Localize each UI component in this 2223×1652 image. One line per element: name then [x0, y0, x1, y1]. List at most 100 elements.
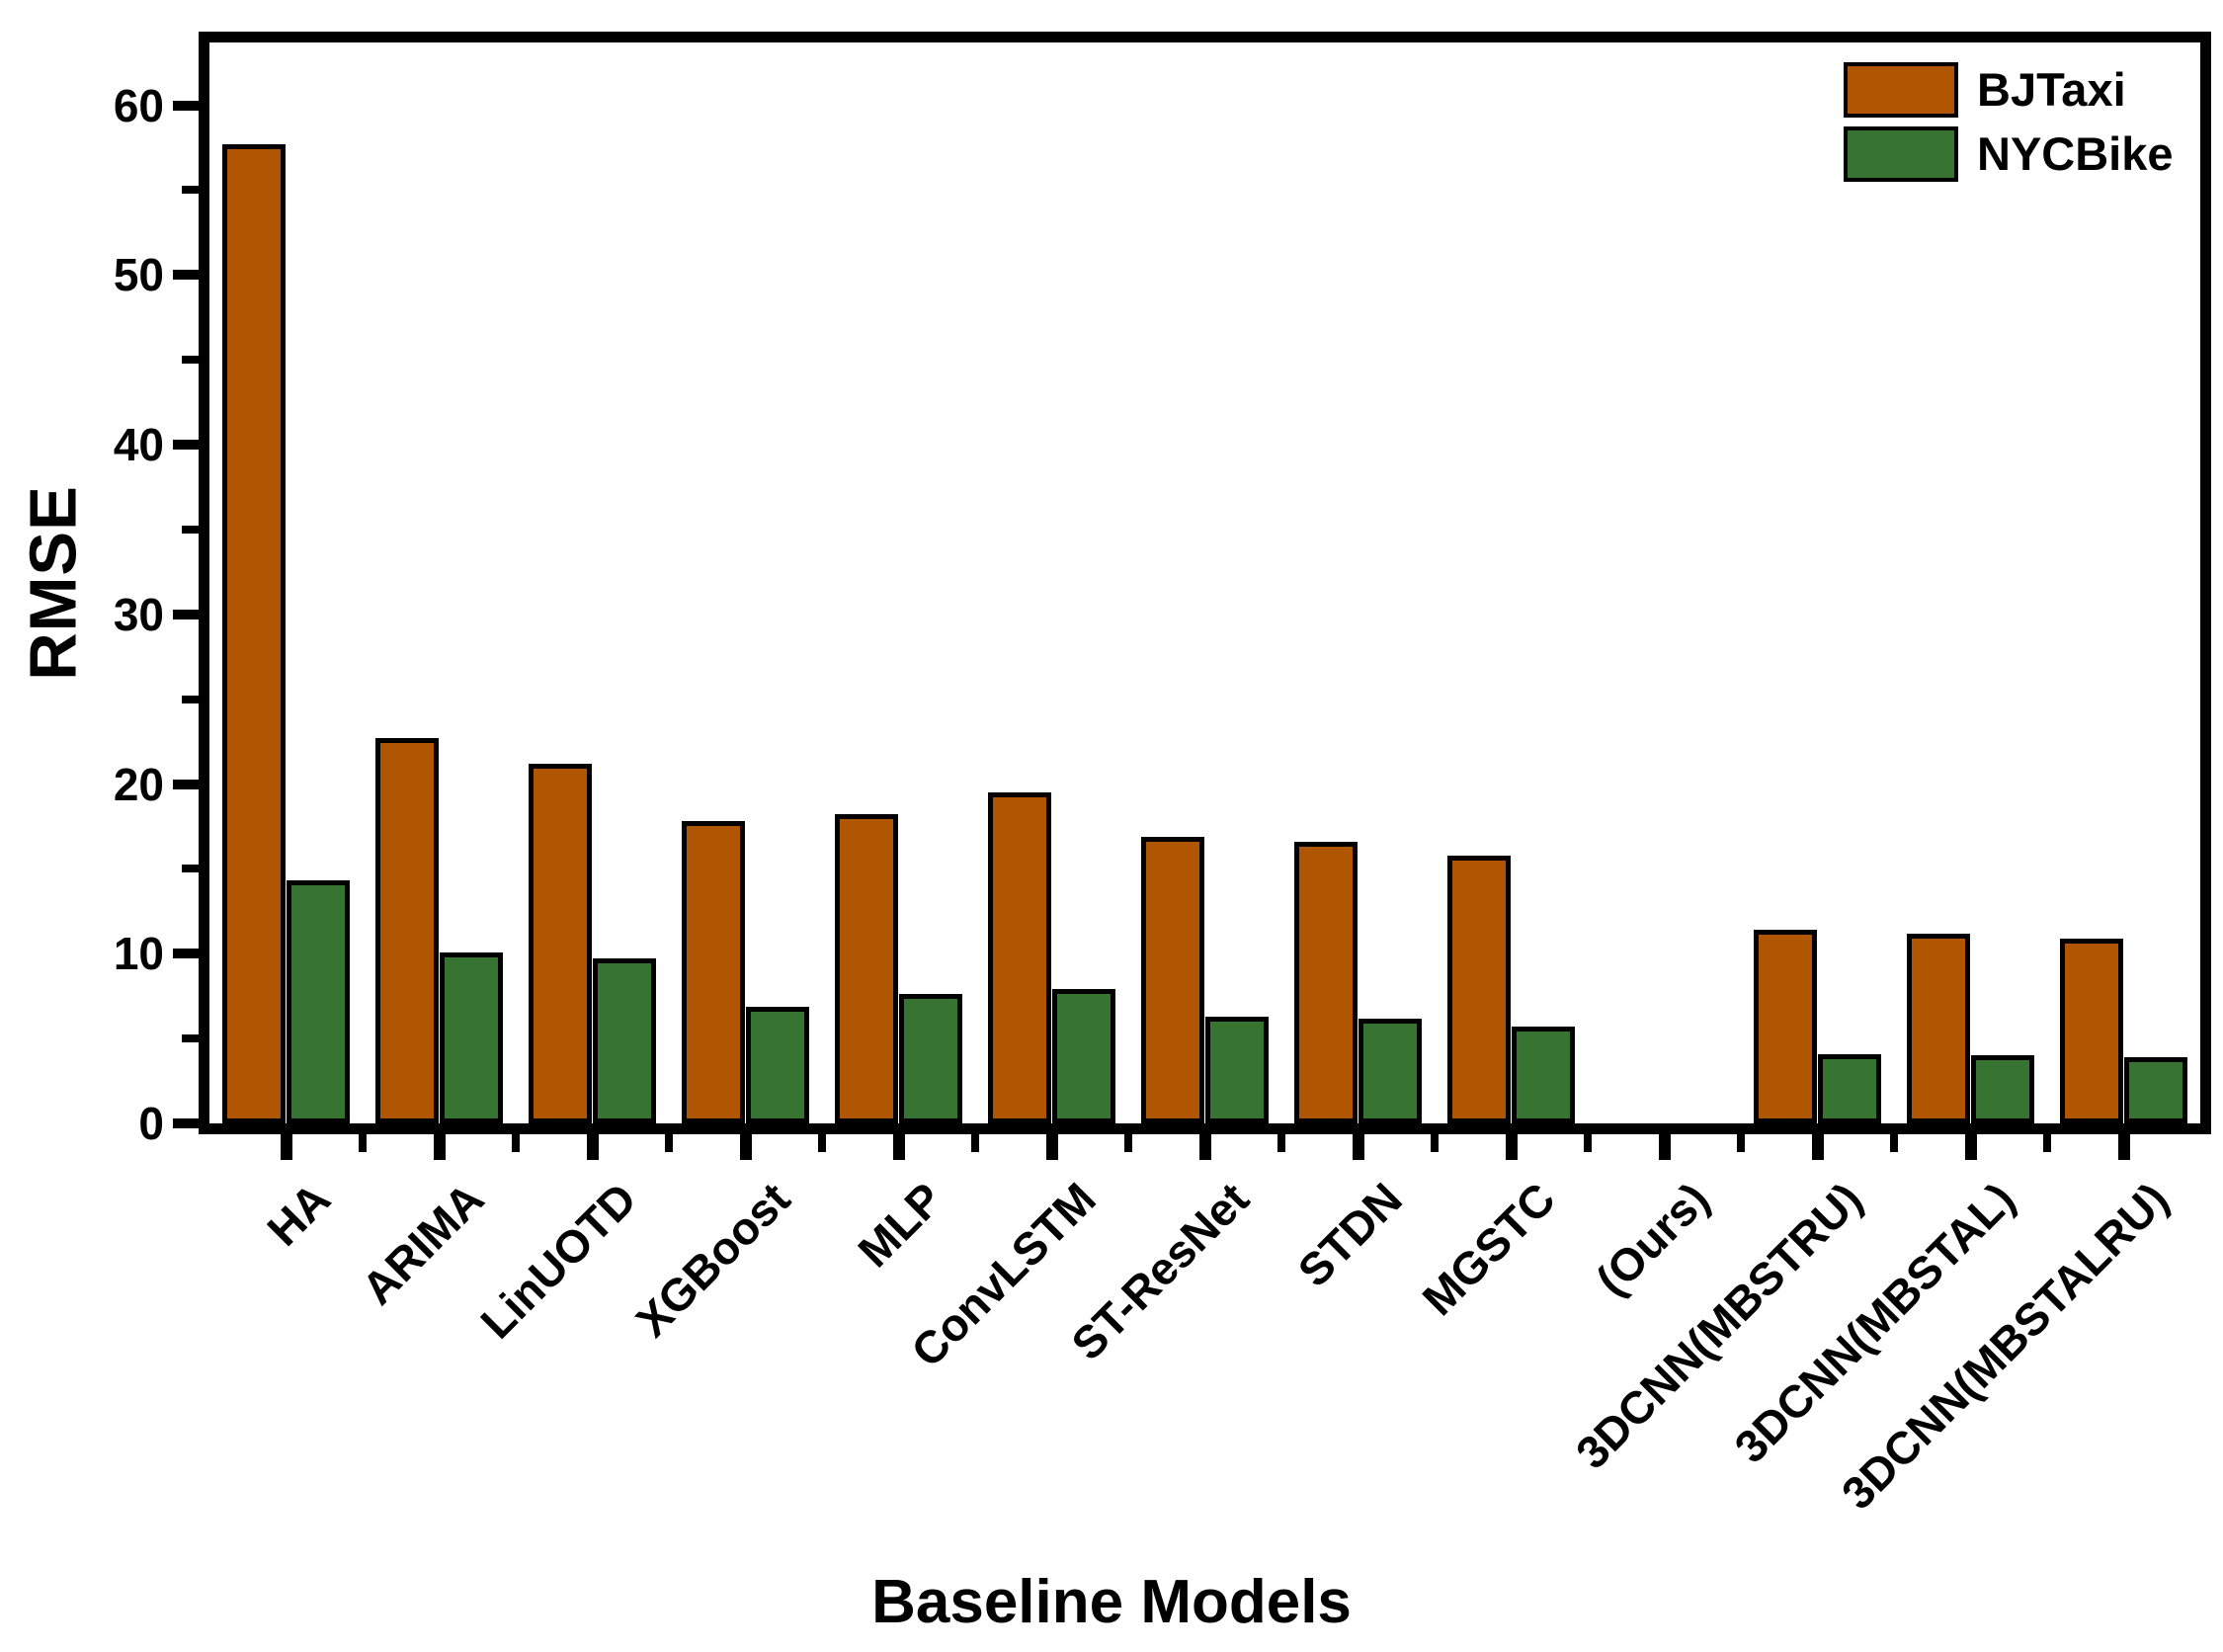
bar-group-(Ours)	[1588, 42, 1741, 1123]
x-minor-tick	[665, 1134, 673, 1152]
bar-nycbike-3DCNN(MBSTALRU)	[2123, 1057, 2187, 1123]
y-tick-label: 0	[138, 1098, 164, 1149]
x-minor-tick	[512, 1134, 520, 1152]
y-major-tick	[173, 949, 199, 959]
y-minor-tick	[182, 186, 199, 195]
x-minor-tick	[1584, 1134, 1592, 1152]
y-tick-label: 30	[113, 588, 164, 640]
bar-group-ConvLSTM	[975, 42, 1128, 1123]
y-major-tick	[173, 100, 199, 111]
y-tick-label: 20	[113, 758, 164, 810]
x-category-label: MLP	[848, 1172, 953, 1278]
bar-bjtaxi-LinUOTD	[529, 763, 593, 1123]
bar-bjtaxi-3DCNN(MBSTAL)	[1907, 933, 1971, 1123]
bar-nycbike-ConvLSTM	[1051, 989, 1115, 1123]
x-category-label: MGSTC	[1412, 1172, 1566, 1326]
bar-bjtaxi-3DCNN(MBSTRU)	[1754, 930, 1818, 1123]
x-category-label: HA	[257, 1172, 341, 1256]
y-major-tick	[173, 270, 199, 281]
bar-group-STDN	[1281, 42, 1435, 1123]
bar-nycbike-LinUOTD	[592, 958, 656, 1123]
bar-nycbike-MGSTC	[1511, 1027, 1575, 1123]
bar-group-LinUOTD	[516, 42, 669, 1123]
y-tick-label: 60	[113, 79, 164, 131]
x-category-label: ARIMA	[351, 1172, 494, 1315]
x-minor-tick	[1431, 1134, 1439, 1152]
y-major-tick	[173, 440, 199, 451]
x-minor-tick	[359, 1134, 367, 1152]
legend-item-nycbike: NYCBike	[1844, 126, 2174, 182]
legend: BJTaxi NYCBike	[1844, 62, 2174, 191]
x-category-label: XGBoost	[625, 1172, 800, 1347]
bar-bjtaxi-MLP	[835, 814, 899, 1123]
bar-bjtaxi-ST-ResNet	[1141, 836, 1205, 1123]
y-tick-label: 50	[113, 249, 164, 301]
x-category-label: LinUOTD	[470, 1172, 647, 1349]
x-category-label: (Ours)	[1585, 1172, 1719, 1306]
bar-group-MLP	[822, 42, 975, 1123]
legend-label-nycbike: NYCBike	[1977, 127, 2174, 180]
bar-bjtaxi-STDN	[1294, 841, 1358, 1123]
x-category-label: 3DCNN(MBSTRU)	[1565, 1172, 1872, 1479]
x-major-tick	[1811, 1134, 1824, 1160]
bar-bjtaxi-ConvLSTM	[988, 792, 1052, 1123]
x-major-tick	[280, 1134, 292, 1160]
bar-nycbike-3DCNN(MBSTAL)	[1970, 1055, 2034, 1123]
x-major-tick	[1964, 1134, 1977, 1160]
bar-bjtaxi-3DCNN(MBSTALRU)	[2060, 938, 2124, 1123]
x-category-label: 3DCNN(MBSTAL)	[1724, 1172, 2025, 1473]
y-minor-tick	[182, 865, 199, 873]
bar-group-3DCNN(MBSTAL)	[1894, 42, 2047, 1123]
bar-group-3DCNN(MBSTALRU)	[2047, 42, 2200, 1123]
x-minor-tick	[2043, 1134, 2051, 1152]
bar-group-MGSTC	[1435, 42, 1588, 1123]
x-major-tick	[433, 1134, 446, 1160]
bar-nycbike-ST-ResNet	[1204, 1016, 1269, 1123]
x-axis-title: Baseline Models	[871, 1568, 1352, 1636]
bar-group-3DCNN(MBSTRU)	[1741, 42, 1894, 1123]
plot-area: 0 10 20 30 40 50 60 HA ARIMA LinUOTD XGBoost MLP Con…	[114, 32, 2211, 1519]
x-minor-tick	[1737, 1134, 1745, 1152]
y-tick-label: 40	[113, 419, 164, 471]
bar-nycbike-HA	[286, 880, 350, 1123]
y-minor-tick	[182, 1034, 199, 1043]
y-major-tick	[173, 779, 199, 789]
bar-nycbike-XGBoost	[745, 1006, 809, 1123]
x-minor-tick	[1277, 1134, 1285, 1152]
bar-nycbike-STDN	[1358, 1018, 1422, 1123]
bar-nycbike-3DCNN(MBSTRU)	[1817, 1053, 1881, 1123]
x-major-tick	[739, 1134, 752, 1160]
y-minor-tick	[182, 356, 199, 365]
bar-nycbike-ARIMA	[439, 951, 503, 1123]
y-minor-tick	[182, 695, 199, 703]
bar-bjtaxi-ARIMA	[375, 738, 440, 1123]
bar-group-ST-ResNet	[1128, 42, 1281, 1123]
bar-bjtaxi-HA	[222, 144, 287, 1123]
legend-swatch-bjtaxi	[1844, 62, 1958, 118]
x-category-label: STDN	[1287, 1172, 1413, 1297]
x-minor-tick	[971, 1134, 979, 1152]
x-major-tick	[586, 1134, 599, 1160]
bar-bjtaxi-MGSTC	[1447, 855, 1512, 1123]
bar-group-XGBoost	[669, 42, 822, 1123]
x-major-tick	[1045, 1134, 1058, 1160]
x-major-tick	[1198, 1134, 1211, 1160]
bar-nycbike-MLP	[898, 994, 962, 1123]
x-minor-tick	[1124, 1134, 1132, 1152]
legend-label-bjtaxi: BJTaxi	[1977, 63, 2126, 116]
bar-group-HA	[209, 42, 363, 1123]
x-major-tick	[1352, 1134, 1364, 1160]
legend-item-bjtaxi: BJTaxi	[1844, 62, 2174, 118]
legend-swatch-nycbike	[1844, 126, 1958, 182]
x-major-tick	[1658, 1134, 1671, 1160]
bar-group-ARIMA	[363, 42, 516, 1123]
x-minor-tick	[818, 1134, 826, 1152]
x-minor-tick	[1890, 1134, 1898, 1152]
y-major-tick	[173, 609, 199, 620]
x-major-tick	[892, 1134, 905, 1160]
y-major-tick	[173, 1118, 199, 1128]
x-major-tick	[1505, 1134, 1518, 1160]
y-tick-label: 10	[113, 928, 164, 980]
y-minor-tick	[182, 525, 199, 534]
